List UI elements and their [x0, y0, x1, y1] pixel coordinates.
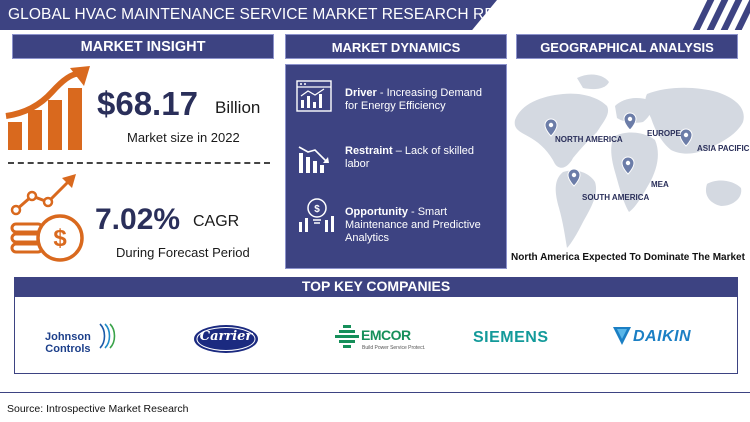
market-size-value: $68.17 [97, 85, 198, 122]
asia-pacific-pin-icon [679, 128, 693, 147]
source-text: Source: Introspective Market Research [7, 403, 189, 415]
opportunity-lightbulb-icon: $ [299, 198, 334, 232]
johnson-controls-mark-icon [99, 323, 116, 349]
driver-label: Driver [345, 87, 377, 99]
opportunity-description: - Smart Maintenance and Predictive Analy… [345, 206, 481, 244]
driver-text: Driver - Increasing Demand for Energy Ef… [345, 87, 495, 113]
market-size-caption: Market size in 2022 [127, 130, 240, 145]
cagr-value: 7.02% [95, 203, 181, 236]
johnson-controls-logo-line1: Johnson [45, 331, 91, 343]
opportunity-text: Opportunity - Smart Maintenance and Pred… [345, 206, 495, 245]
market-insight-header: MARKET INSIGHT [12, 34, 274, 59]
south-america-pin-icon [567, 168, 581, 187]
restraint-description: – Lack of skilled labor [345, 145, 475, 170]
market-size-unit: Billion [215, 98, 261, 117]
map-caption: North America Expected To Dominate The M… [511, 252, 745, 263]
johnson-controls-logo: Johnson Controls [45, 331, 91, 355]
driver-description: - Increasing Demand for Energy Efficienc… [345, 87, 482, 112]
europe-pin-icon [623, 112, 637, 131]
siemens-logo: SIEMENS [473, 329, 549, 346]
region-label-europe: EUROPE [647, 129, 681, 138]
company-logos-panel [14, 296, 738, 374]
market-dynamics-header: MARKET DYNAMICS [285, 34, 507, 59]
opportunity-label: Opportunity [345, 206, 408, 218]
svg-text:$: $ [314, 204, 320, 215]
dashboard-chart-icon [296, 80, 332, 112]
geographical-analysis-header: GEOGRAPHICAL ANALYSIS [516, 34, 738, 59]
growth-chart-icon [5, 66, 90, 150]
title-banner [0, 0, 497, 30]
coin-growth-icon: $ [10, 174, 84, 262]
daikin-mark-icon [613, 327, 631, 345]
region-label-north-america: NORTH AMERICA [555, 135, 623, 144]
page-title: GLOBAL HVAC MAINTENANCE SERVICE MARKET R… [8, 6, 538, 23]
emcor-logo-text: EMCOR [361, 327, 411, 343]
carrier-logo-text: Carrier [199, 329, 253, 344]
daikin-logo: DAIKIN [633, 328, 692, 345]
cagr-caption: During Forecast Period [116, 245, 250, 260]
top-key-companies-header: TOP KEY COMPANIES [14, 277, 738, 296]
footer-divider [0, 392, 750, 393]
north-america-pin-icon [544, 118, 558, 137]
region-label-mea: MEA [651, 180, 669, 189]
cagr-unit: CAGR [193, 213, 240, 230]
divider [8, 162, 270, 164]
carrier-logo [194, 325, 258, 353]
emcor-tagline: Build Power Service Protect. [362, 345, 426, 351]
mea-pin-icon [621, 156, 635, 175]
world-map [514, 74, 744, 248]
restraint-text: Restraint – Lack of skilled labor [345, 145, 495, 171]
svg-text:$: $ [53, 225, 67, 252]
declining-chart-icon [298, 146, 329, 173]
emcor-mark-icon [335, 325, 359, 348]
johnson-controls-logo-line2: Controls [45, 343, 91, 355]
region-label-asia-pacific: ASIA PACIFIC [697, 144, 750, 153]
restraint-label: Restraint [345, 145, 393, 157]
region-label-south-america: SOUTH AMERICA [582, 193, 650, 202]
